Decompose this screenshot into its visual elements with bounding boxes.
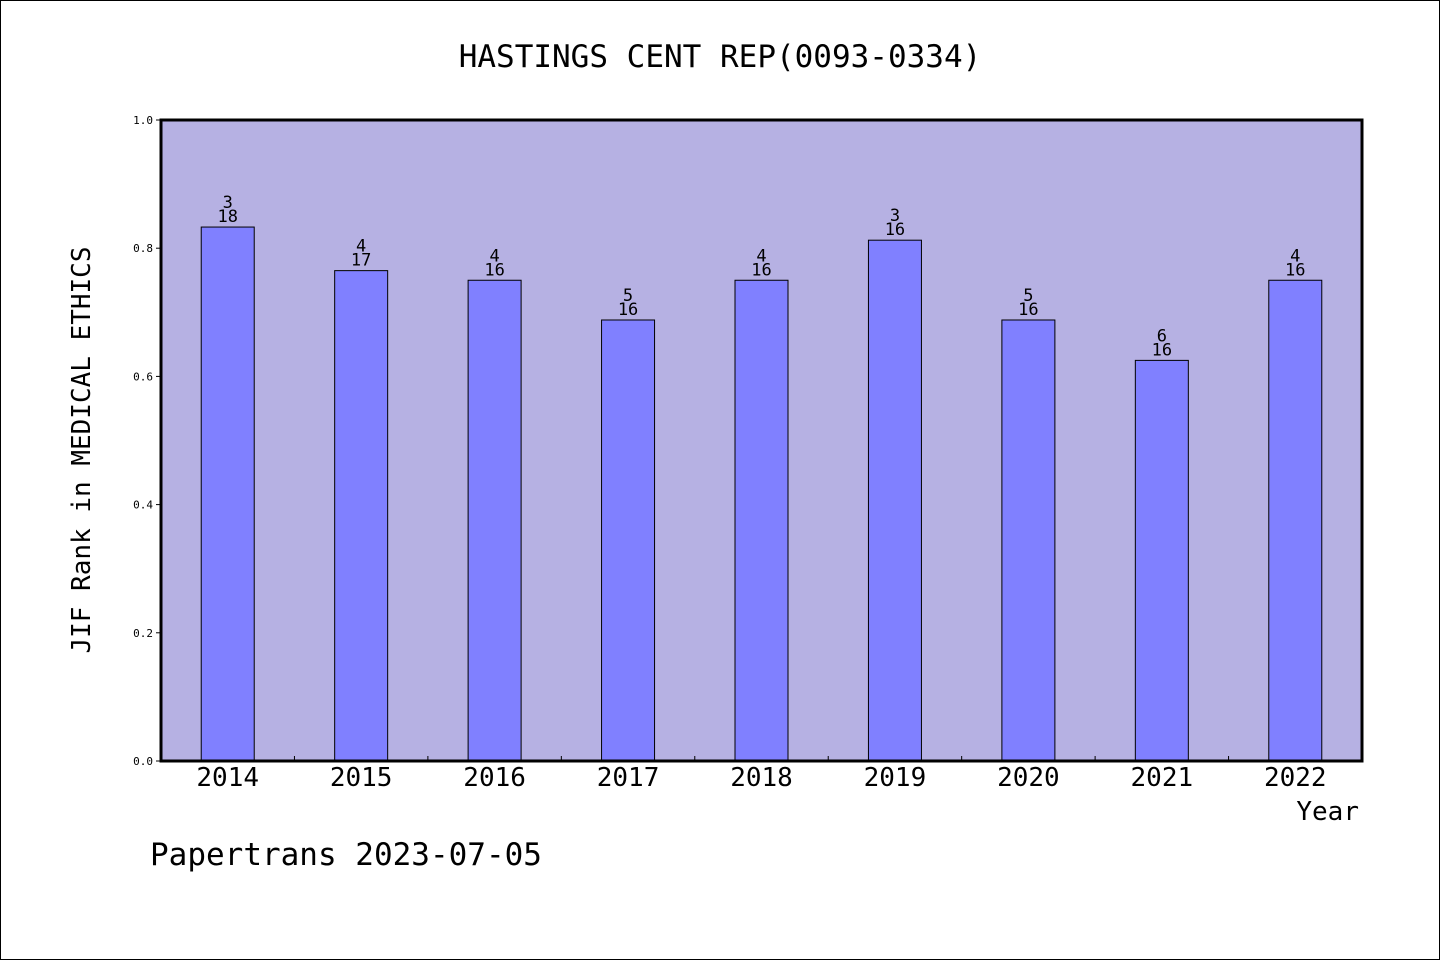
bar-rank-label: 3 xyxy=(223,193,233,213)
bar-rank-label: 4 xyxy=(489,246,499,266)
bar-rank-label: 6 xyxy=(1157,326,1167,346)
bar-2019 xyxy=(867,239,922,762)
ticks-group: 2014 2015 2016 2017 2018 2019 2020 2021 2022 0.0 0… xyxy=(133,114,1326,793)
bar-2017 xyxy=(601,319,656,762)
chart-title: HASTINGS CENT REP(0093-0334) xyxy=(459,39,982,75)
bar-total-label: 16 xyxy=(618,300,638,320)
y-tick-label: 0.0 xyxy=(133,755,153,768)
y-tick-label: 0.4 xyxy=(133,499,153,512)
y-tick-label: 0.6 xyxy=(133,370,153,383)
x-axis-label: Year xyxy=(1296,797,1359,827)
bar-2021 xyxy=(1134,359,1189,762)
x-tick-label-2020: 2020 xyxy=(997,763,1060,793)
bar-2015 xyxy=(334,270,389,762)
bar-rank-label: 3 xyxy=(890,206,900,226)
bar-total-label: 16 xyxy=(885,220,905,240)
bar-total-label: 16 xyxy=(1285,260,1305,280)
bar-rank-label: 5 xyxy=(623,286,633,306)
x-tick-label-2014: 2014 xyxy=(196,763,259,793)
bar-rank-label: 4 xyxy=(1290,246,1300,266)
bar-total-label: 17 xyxy=(351,251,371,271)
y-axis-label: JIF Rank in MEDICAL ETHICS xyxy=(67,247,97,654)
bar-rank-label: 5 xyxy=(1023,286,1033,306)
bar-total-label: 16 xyxy=(1018,300,1038,320)
bar-total-label: 16 xyxy=(484,260,504,280)
bar-2018 xyxy=(734,279,789,762)
x-tick-label-2016: 2016 xyxy=(463,763,526,793)
x-tick-label-2018: 2018 xyxy=(730,763,793,793)
footer-text: Papertrans 2023-07-05 xyxy=(150,837,542,873)
bar-rank-label: 4 xyxy=(356,237,366,257)
x-tick-label-2015: 2015 xyxy=(330,763,393,793)
bar-2020 xyxy=(1001,319,1056,762)
bar-total-label: 16 xyxy=(751,260,771,280)
y-tick-label: 1.0 xyxy=(133,114,153,127)
bar-total-label: 16 xyxy=(1152,340,1172,360)
x-tick-label-2017: 2017 xyxy=(597,763,660,793)
bar-2022 xyxy=(1268,279,1323,762)
bar-total-label: 18 xyxy=(217,207,237,227)
plot-border xyxy=(159,118,1364,763)
bar-2014 xyxy=(200,226,255,762)
bar-rank-label: 4 xyxy=(756,246,766,266)
x-tick-label-2021: 2021 xyxy=(1131,763,1194,793)
y-tick-label: 0.8 xyxy=(133,242,153,255)
x-tick-label-2022: 2022 xyxy=(1264,763,1327,793)
bar-2016 xyxy=(467,279,522,762)
x-tick-label-2019: 2019 xyxy=(864,763,927,793)
y-tick-label: 0.2 xyxy=(133,627,153,640)
